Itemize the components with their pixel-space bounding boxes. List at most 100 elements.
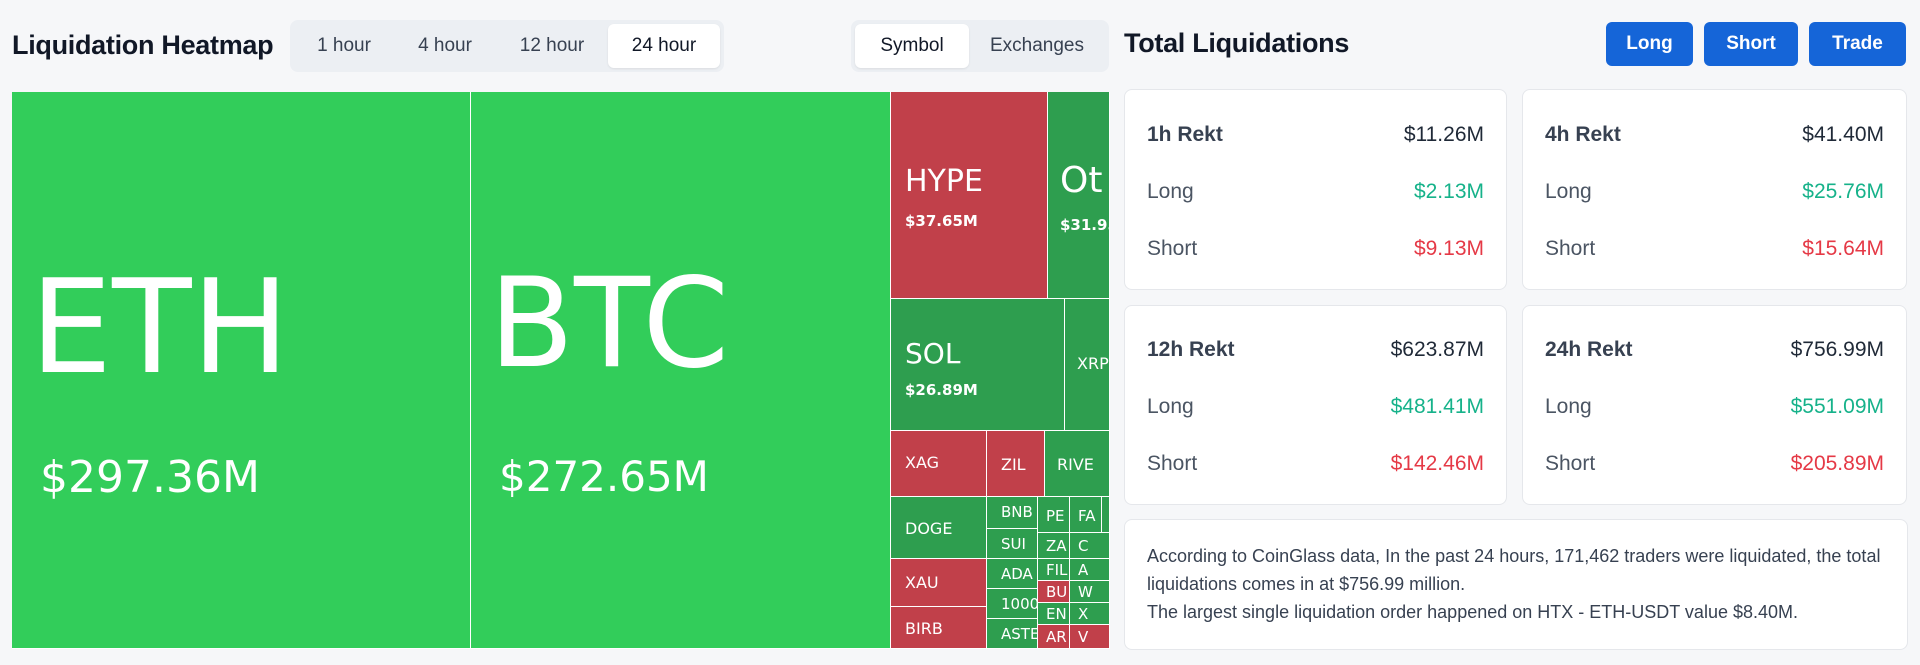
trade-button[interactable]: Trade — [1809, 22, 1906, 66]
tile-symbol: BTC — [489, 252, 730, 396]
tile-symbol: V — [1078, 628, 1089, 646]
tile-btc[interactable]: BTC $272.65M — [471, 92, 891, 649]
tile-1000[interactable]: 1000 — [987, 589, 1038, 619]
tile-symbol: BU — [1046, 583, 1068, 601]
summary-largest-order: The largest single liquidation order hap… — [1147, 602, 1799, 622]
tile-value: $272.65M — [499, 452, 709, 501]
tile-symbol: FA — [1078, 507, 1096, 525]
tile-sol[interactable]: SOL $26.89M — [891, 299, 1065, 431]
rekt-card-24h: 24h Rekt $756.99M Long $551.09M Short $2… — [1522, 305, 1907, 505]
long-label: Long — [1147, 395, 1194, 418]
tile-symbol: AR — [1046, 628, 1067, 646]
card-label: 12h Rekt — [1147, 338, 1235, 361]
tile-v[interactable]: V — [1070, 625, 1110, 649]
card-total: $623.87M — [1390, 338, 1484, 361]
tile-za[interactable]: ZA — [1038, 533, 1070, 559]
tile-small[interactable] — [1102, 497, 1110, 533]
card-short-row: Short $15.64M — [1545, 237, 1884, 261]
tile-other[interactable]: Ot $31.95 — [1048, 92, 1110, 299]
tab-4-hour[interactable]: 4 hour — [418, 35, 472, 56]
tile-symbol: BIRB — [905, 619, 943, 638]
long-value: $25.76M — [1802, 180, 1884, 203]
tile-symbol: ETH — [30, 251, 290, 403]
short-label: Short — [1545, 237, 1596, 260]
tile-pe[interactable]: PE — [1038, 497, 1070, 533]
long-value: $2.13M — [1413, 180, 1484, 203]
short-value: $15.64M — [1802, 237, 1884, 260]
card-header-row: 12h Rekt $623.87M — [1147, 338, 1484, 362]
tile-en[interactable]: EN — [1038, 603, 1070, 625]
tile-zil[interactable]: ZIL — [987, 431, 1045, 497]
tile-hype[interactable]: HYPE $37.65M — [891, 92, 1048, 299]
tab-12-hour[interactable]: 12 hour — [519, 35, 585, 56]
tile-fil[interactable]: FIL — [1038, 559, 1070, 581]
card-short-row: Short $9.13M — [1147, 237, 1484, 261]
tab-symbol[interactable]: Symbol — [855, 24, 969, 68]
short-label: Short — [1147, 237, 1198, 260]
rekt-card-12h: 12h Rekt $623.87M Long $481.41M Short $1… — [1124, 305, 1507, 505]
tile-symbol: XAG — [905, 453, 940, 472]
tab-exchanges[interactable]: Exchanges — [989, 35, 1084, 56]
short-button[interactable]: Short — [1704, 22, 1798, 66]
tile-symbol: HYPE — [905, 164, 983, 199]
long-label: Long — [1545, 395, 1592, 418]
tile-xag[interactable]: XAG — [891, 431, 987, 497]
card-total: $11.26M — [1403, 123, 1484, 146]
card-label: 4h Rekt — [1545, 123, 1621, 146]
tile-symbol: X — [1078, 605, 1089, 623]
tile-c[interactable]: C — [1070, 533, 1110, 559]
tile-symbol: XRP — [1077, 354, 1109, 373]
tile-symbol: SOL — [905, 337, 961, 370]
tile-ar[interactable]: AR — [1038, 625, 1070, 649]
tile-xau[interactable]: XAU — [891, 559, 987, 607]
tab-1-hour[interactable]: 1 hour — [317, 35, 371, 56]
tab-24-hour[interactable]: 24 hour — [608, 24, 720, 68]
heatmap-panel: Liquidation Heatmap 1 hour 4 hour 12 hou… — [12, 24, 1110, 649]
tile-symbol: XAU — [905, 573, 939, 592]
tile-bnb[interactable]: BNB — [987, 497, 1038, 529]
tile-doge[interactable]: DOGE — [891, 497, 987, 559]
tile-symbol: A — [1078, 561, 1089, 579]
tile-w[interactable]: W — [1070, 581, 1110, 603]
tile-value: $26.89M — [905, 381, 978, 399]
rekt-card-1h: 1h Rekt $11.26M Long $2.13M Short $9.13M — [1124, 89, 1507, 290]
card-label: 24h Rekt — [1545, 338, 1633, 361]
tile-symbol: W — [1078, 583, 1093, 601]
tile-value: $31.95 — [1060, 216, 1109, 234]
totals-title: Total Liquidations — [1124, 28, 1350, 58]
liquidation-treemap: ETH $297.36M BTC $272.65M HYPE $37.65M O… — [12, 92, 1110, 649]
tile-birb[interactable]: BIRB — [891, 607, 987, 649]
long-value: $481.41M — [1390, 395, 1484, 418]
card-long-row: Long $25.76M — [1545, 180, 1884, 204]
tile-bu[interactable]: BU — [1038, 581, 1070, 603]
tile-aste[interactable]: ASTE — [987, 619, 1038, 649]
totals-panel: Total Liquidations Long Short Trade 1h R… — [1112, 0, 1920, 665]
tile-value: $297.36M — [40, 452, 260, 503]
card-header-row: 4h Rekt $41.40M — [1545, 123, 1884, 147]
tile-symbol: FIL — [1046, 561, 1068, 579]
tile-symbol: ASTE — [1001, 625, 1038, 643]
tile-rive[interactable]: RIVE — [1045, 431, 1110, 497]
tile-x[interactable]: X — [1070, 603, 1110, 625]
tile-ada[interactable]: ADA — [987, 559, 1038, 589]
card-total: $756.99M — [1790, 338, 1884, 361]
tile-symbol: DOGE — [905, 519, 953, 538]
short-label: Short — [1147, 452, 1198, 475]
card-label: 1h Rekt — [1147, 123, 1223, 146]
tile-xrp[interactable]: XRP — [1065, 299, 1110, 431]
card-long-row: Long $481.41M — [1147, 395, 1484, 419]
tile-eth[interactable]: ETH $297.36M — [12, 92, 471, 649]
tile-sui[interactable]: SUI — [987, 529, 1038, 559]
short-value: $9.13M — [1413, 237, 1484, 260]
long-button[interactable]: Long — [1606, 22, 1693, 66]
short-label: Short — [1545, 452, 1596, 475]
liquidation-summary: According to CoinGlass data, In the past… — [1124, 519, 1908, 650]
tile-a[interactable]: A — [1070, 559, 1110, 581]
tile-symbol: ADA — [1001, 565, 1033, 583]
card-total: $41.40M — [1802, 123, 1884, 146]
card-header-row: 1h Rekt $11.26M — [1147, 123, 1484, 147]
tile-symbol: EN — [1046, 605, 1067, 623]
card-long-row: Long $551.09M — [1545, 395, 1884, 419]
tile-symbol: ZIL — [1001, 455, 1026, 474]
tile-fa[interactable]: FA — [1070, 497, 1102, 533]
